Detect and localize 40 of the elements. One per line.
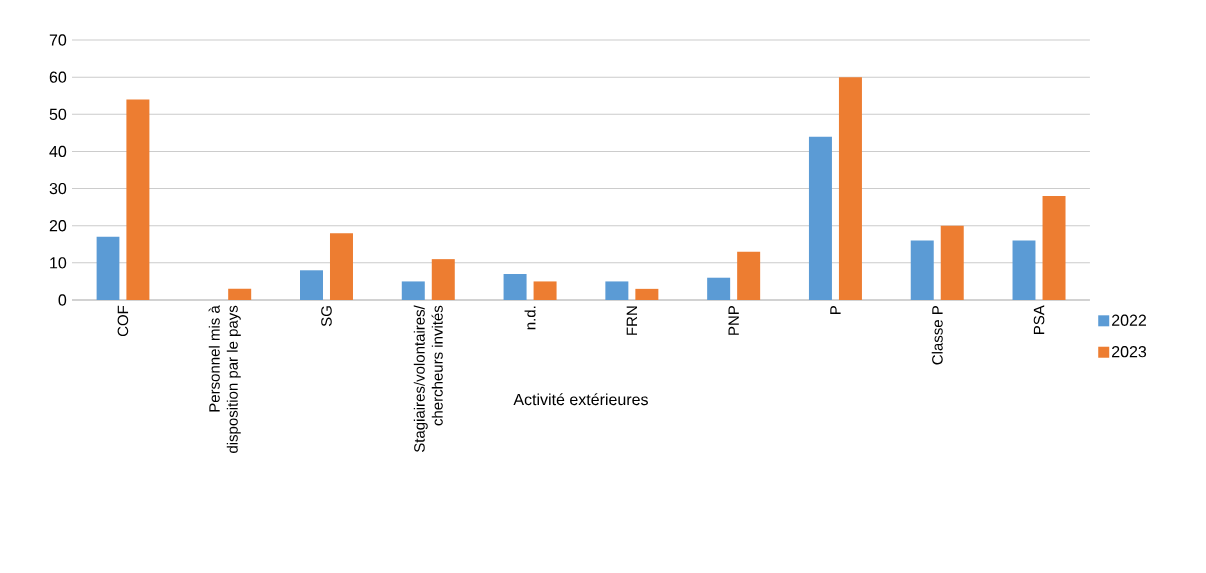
x-tick-label: n.d. (524, 306, 536, 330)
legend-label: 2022 (1112, 314, 1146, 326)
x-tick-label: PSA (1033, 305, 1045, 334)
bar (808, 136, 832, 300)
legend-label: 2023 (1112, 346, 1147, 358)
bar (299, 270, 323, 300)
bar (707, 277, 731, 300)
bar (838, 77, 862, 300)
bar (126, 99, 150, 300)
bar (329, 233, 353, 300)
x-tick-label: FRN (626, 306, 638, 335)
bar (228, 288, 252, 300)
bar (431, 259, 455, 300)
y-tick-label: 60 (49, 71, 67, 83)
y-tick-label: 0 (58, 294, 67, 306)
bar (605, 281, 629, 300)
bar (940, 225, 964, 300)
bar (737, 251, 761, 300)
y-tick-label: 50 (49, 108, 67, 120)
bar (1012, 240, 1036, 300)
bar (401, 281, 425, 300)
y-tick-label: 40 (49, 145, 67, 158)
x-tick-label: Stagiaires/volontaires/ chercheurs invités (413, 305, 443, 453)
bar (910, 240, 934, 300)
x-tick-label: Personnel mis à disposition par le pays (208, 305, 241, 453)
y-tick-label: 30 (49, 182, 67, 195)
x-tick-label: PNP (728, 306, 739, 335)
x-tick-label: Classe P (931, 306, 943, 365)
bar (533, 281, 557, 300)
x-axis-title: Activité extérieures (513, 393, 648, 406)
x-tick-label: SG (321, 306, 332, 327)
y-tick-label: 10 (50, 257, 67, 269)
bar (96, 236, 120, 300)
bar (635, 288, 659, 300)
x-tick-label: COF (117, 305, 129, 337)
x-tick-label: P (830, 306, 841, 314)
y-tick-label: 70 (49, 34, 67, 46)
y-tick-label: 20 (49, 220, 67, 232)
bar (503, 274, 527, 300)
bar (1042, 196, 1066, 300)
